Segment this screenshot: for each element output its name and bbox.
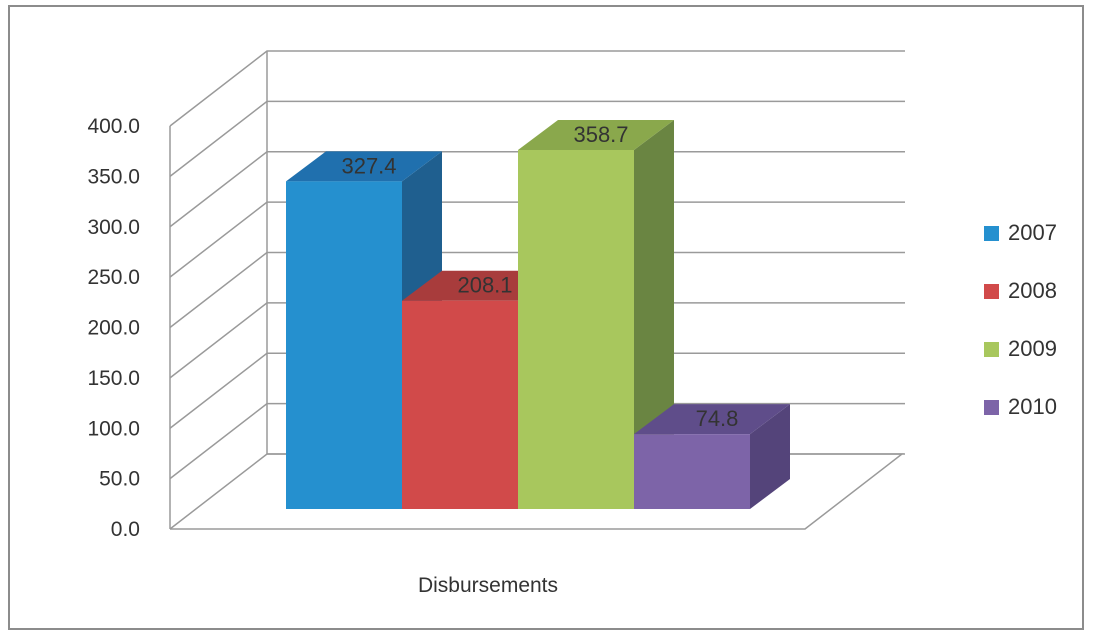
category-label: Disbursements — [418, 574, 558, 597]
bars — [286, 120, 790, 509]
legend-label: 2010 — [1008, 394, 1057, 419]
y-tick-label: 350.0 — [87, 165, 140, 188]
legend-item-2008: 2008 — [984, 278, 1057, 303]
legend: 2007 2008 2009 2010 — [984, 220, 1057, 419]
gridline — [169, 402, 905, 480]
data-label: 208.1 — [457, 273, 512, 298]
legend-label: 2008 — [1008, 278, 1057, 303]
data-label: 327.4 — [341, 153, 396, 178]
gridline — [169, 50, 905, 127]
gridline — [169, 100, 905, 177]
bar-front — [518, 150, 634, 509]
data-label: 358.7 — [573, 122, 628, 147]
legend-swatch — [984, 342, 999, 357]
y-tick-label: 50.0 — [99, 468, 140, 491]
legend-item-2010: 2010 — [984, 394, 1057, 419]
gridlines — [169, 50, 905, 530]
bar-front — [402, 300, 518, 509]
bar-top — [634, 404, 790, 435]
data-label: 74.8 — [696, 406, 739, 431]
bar-2010 — [634, 404, 790, 509]
bar-side — [750, 404, 790, 509]
y-tick-label: 150.0 — [87, 367, 140, 390]
y-tick-label: 200.0 — [87, 317, 140, 340]
bar-top — [286, 151, 442, 182]
y-tick-label: 100.0 — [87, 417, 140, 440]
y-tick-label: 0.0 — [111, 518, 140, 541]
gridline — [169, 302, 905, 379]
gridline — [169, 151, 905, 228]
gridline — [169, 251, 905, 329]
y-tick-label: 300.0 — [87, 216, 140, 239]
legend-swatch — [984, 226, 999, 241]
gridline — [169, 201, 905, 278]
y-axis-ticks: 0.0 50.0 100.0 150.0 200.0 250.0 300.0 350.0 400… — [87, 115, 140, 541]
legend-swatch — [984, 400, 999, 415]
legend-label: 2009 — [1008, 336, 1057, 361]
y-tick-label: 250.0 — [87, 266, 140, 289]
legend-item-2007: 2007 — [984, 220, 1057, 245]
bar-front — [286, 181, 402, 509]
gridline — [169, 352, 905, 429]
bar-top — [518, 120, 674, 150]
legend-swatch — [984, 284, 999, 299]
legend-label: 2007 — [1008, 220, 1057, 245]
legend-item-2009: 2009 — [984, 336, 1057, 361]
data-labels: 327.4 208.1 358.7 74.8 — [341, 122, 738, 431]
bar-front — [634, 434, 750, 509]
y-tick-label: 400.0 — [87, 115, 140, 138]
